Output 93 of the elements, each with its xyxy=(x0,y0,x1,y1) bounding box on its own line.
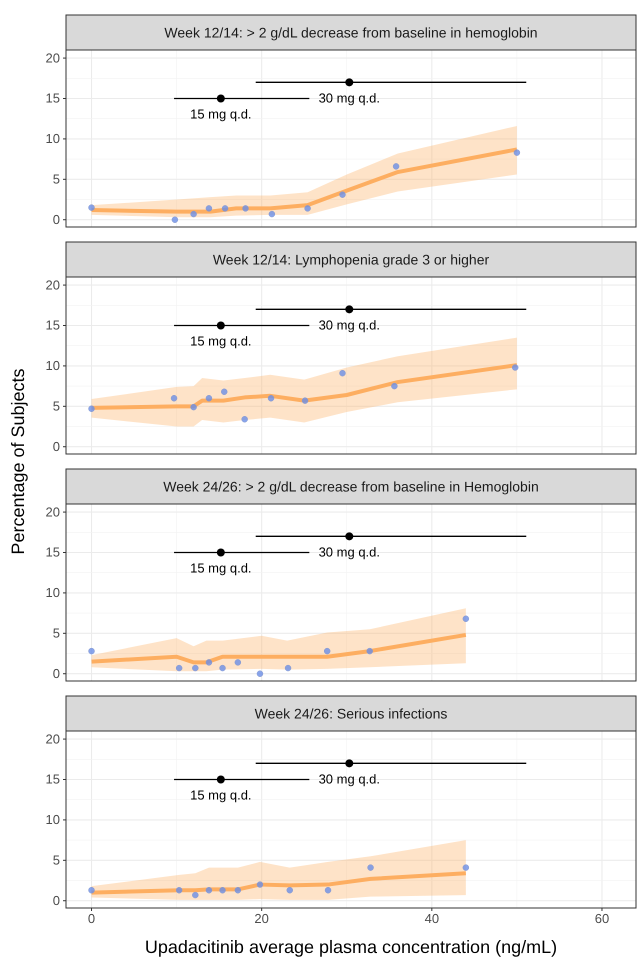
point xyxy=(216,94,225,102)
point xyxy=(206,395,212,402)
point xyxy=(88,648,95,654)
chart-title: Week 24/26: > 2 g/dL decrease from baseline in Hemoglobin xyxy=(163,478,539,494)
y-tick-label: 10 xyxy=(46,358,60,374)
y-tick-label: 15 xyxy=(46,772,60,787)
point xyxy=(514,149,520,156)
point xyxy=(324,886,332,894)
point xyxy=(88,204,95,211)
point xyxy=(206,659,212,666)
y-tick-label: 0 xyxy=(52,666,60,681)
y-tick-label: 0 xyxy=(52,892,60,908)
point xyxy=(462,616,470,622)
point xyxy=(366,648,373,654)
line-series xyxy=(90,871,468,895)
point xyxy=(88,406,95,412)
y-tick-label: 0 xyxy=(52,212,60,227)
series-label: 15 mg q.d. xyxy=(190,787,252,802)
line-series xyxy=(90,147,519,214)
point xyxy=(88,886,95,894)
x-tick-label: 40 xyxy=(424,911,440,926)
point xyxy=(192,664,199,672)
point xyxy=(339,191,346,198)
point xyxy=(268,395,274,402)
point xyxy=(345,78,354,86)
point xyxy=(391,382,398,390)
y-tick-label: 15 xyxy=(46,318,60,333)
x-axis-title: Upadacitinib average plasma concentration (ng/mL) xyxy=(144,937,558,957)
y-tick-label: 10 xyxy=(46,812,60,828)
point xyxy=(216,776,225,784)
point xyxy=(512,364,518,371)
line-series xyxy=(90,632,468,664)
y-tick-label: 10 xyxy=(46,585,60,600)
point xyxy=(206,886,212,894)
point xyxy=(242,205,249,212)
point xyxy=(234,886,242,894)
point xyxy=(219,886,226,894)
point xyxy=(190,210,197,218)
y-tick-label: 5 xyxy=(52,852,60,868)
chart-title: Week 12/14: > 2 g/dL decrease from baseline in hemoglobin xyxy=(164,24,538,40)
point xyxy=(304,205,311,212)
point xyxy=(367,864,374,871)
series-label: 15 mg q.d. xyxy=(190,106,252,122)
point xyxy=(256,881,264,888)
point xyxy=(392,163,400,170)
point xyxy=(345,532,354,540)
point xyxy=(268,210,276,218)
point xyxy=(216,548,225,556)
series-label: 15 mg q.d. xyxy=(190,560,252,576)
point xyxy=(302,397,308,404)
y-axis-title: Percentage of Subjects xyxy=(8,368,28,555)
y-tick-label: 15 xyxy=(46,544,60,560)
point xyxy=(324,648,330,654)
y-tick-label: 15 xyxy=(46,90,60,106)
series-label: 15 mg q.d. xyxy=(190,333,252,348)
point xyxy=(256,670,264,677)
y-tick-label: 20 xyxy=(46,731,60,746)
point xyxy=(192,892,199,898)
point xyxy=(462,864,470,871)
point xyxy=(339,370,346,376)
chart-title: Week 12/14: Lymphopenia grade 3 or higher xyxy=(212,252,490,268)
point xyxy=(206,205,212,212)
series-label: 30 mg q.d. xyxy=(318,90,380,106)
point xyxy=(222,205,228,212)
point xyxy=(286,886,293,894)
y-tick-label: 0 xyxy=(52,438,60,454)
series-label: 30 mg q.d. xyxy=(318,544,380,560)
y-tick-label: 5 xyxy=(52,398,60,414)
y-tick-label: 5 xyxy=(52,625,60,640)
point xyxy=(234,659,242,666)
point xyxy=(241,416,248,422)
point xyxy=(345,759,354,768)
series-label: 30 mg q.d. xyxy=(318,317,380,332)
point xyxy=(221,388,228,395)
series-label: 30 mg q.d. xyxy=(318,771,380,786)
y-tick-label: 5 xyxy=(52,171,60,186)
point xyxy=(176,664,182,672)
point xyxy=(190,404,197,410)
point xyxy=(284,664,292,672)
y-tick-label: 20 xyxy=(46,50,60,66)
y-tick-label: 20 xyxy=(46,277,60,292)
x-tick-label: 60 xyxy=(594,911,610,926)
y-tick-label: 10 xyxy=(46,131,60,146)
point xyxy=(176,886,182,894)
point xyxy=(170,395,178,402)
chart-title: Week 24/26: Serious infections xyxy=(254,706,448,722)
x-tick-label: 0 xyxy=(88,911,96,926)
x-tick-label: 20 xyxy=(254,911,269,926)
point xyxy=(216,322,225,330)
y-tick-label: 20 xyxy=(46,504,60,520)
point xyxy=(172,216,178,223)
point xyxy=(345,305,354,314)
point xyxy=(219,664,226,672)
